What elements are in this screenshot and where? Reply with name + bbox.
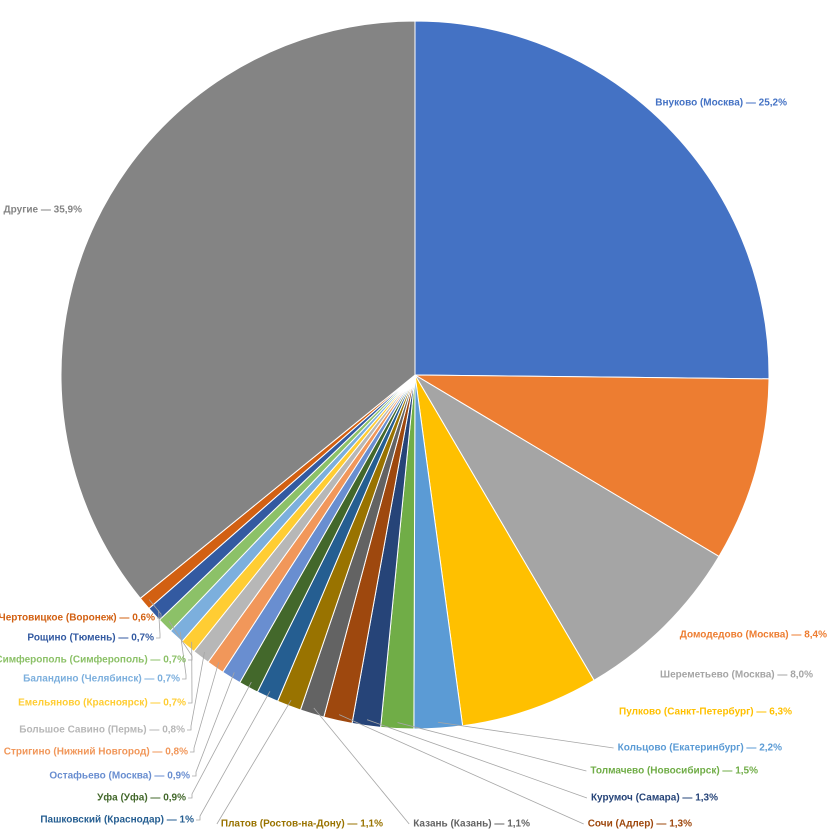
data-label: Остафьево (Москва) — 0,9%	[49, 770, 190, 782]
data-label: Шереметьево (Москва) — 8,0%	[660, 670, 813, 681]
data-label: Платов (Ростов-на-Дону) — 1,1%	[221, 819, 383, 830]
data-label: Баландино (Челябинск) — 0,7%	[23, 673, 180, 685]
data-label: Пашковский (Краснодар) — 1%	[40, 815, 194, 826]
leader-line	[313, 707, 410, 825]
pie-slice	[413, 374, 770, 558]
pie-slice	[60, 20, 416, 600]
data-label: Емельяново (Красноярск) — 0,7%	[18, 698, 186, 709]
data-label: Уфа (Уфа) — 0,9%	[97, 792, 186, 804]
leader-line	[188, 681, 252, 799]
data-label: Стригино (Нижний Новгород) — 0,8%	[4, 747, 188, 758]
data-label: Другие — 35,9%	[4, 205, 83, 216]
data-label: Толмачево (Новосибирск) — 1,5%	[590, 765, 758, 777]
pie-slice	[414, 374, 595, 727]
pie-slice	[414, 20, 770, 380]
data-label: Домодедово (Москва) — 8,4%	[680, 630, 827, 641]
leader-line	[190, 662, 220, 753]
leader-line	[338, 714, 584, 825]
data-label: Симферополь (Симферополь) — 0,7%	[0, 654, 186, 666]
leader-line	[187, 652, 205, 731]
data-label: Внуково (Москва) — 25,2%	[655, 98, 787, 109]
pie-slice	[414, 374, 720, 682]
leader-line	[179, 631, 187, 680]
data-label: Пулково (Санкт-Петербург) — 6,3%	[619, 706, 792, 718]
leader-line	[366, 719, 588, 799]
leader-line	[216, 699, 292, 825]
data-label: Кольцово (Екатеринбург) — 2,2%	[618, 742, 782, 754]
leader-line	[156, 610, 161, 639]
data-label: Рощино (Тюмень) — 0,7%	[27, 633, 154, 644]
data-label: Чертовицкое (Воронеж) — 0,6%	[0, 613, 155, 624]
leader-line	[196, 691, 271, 821]
data-label: Сочи (Адлер) — 1,3%	[588, 819, 692, 830]
data-label: Курумоч (Самара) — 1,3%	[591, 793, 718, 804]
data-label: Большое Савино (Пермь) — 0,8%	[19, 725, 185, 736]
leader-line	[397, 722, 587, 772]
leader-line	[148, 599, 162, 619]
leader-line	[437, 721, 614, 749]
data-label: Казань (Казань) — 1,1%	[413, 819, 530, 830]
leader-line	[188, 641, 193, 704]
leader-line	[168, 621, 193, 661]
leader-line	[192, 672, 235, 777]
